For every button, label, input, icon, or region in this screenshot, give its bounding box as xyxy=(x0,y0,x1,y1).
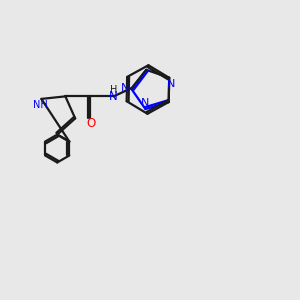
Text: N: N xyxy=(109,90,118,103)
Text: N: N xyxy=(141,98,150,108)
Text: N: N xyxy=(121,83,129,93)
Text: N: N xyxy=(167,79,175,89)
Text: H: H xyxy=(110,85,117,95)
Text: O: O xyxy=(86,117,96,130)
Text: NH: NH xyxy=(33,100,48,110)
